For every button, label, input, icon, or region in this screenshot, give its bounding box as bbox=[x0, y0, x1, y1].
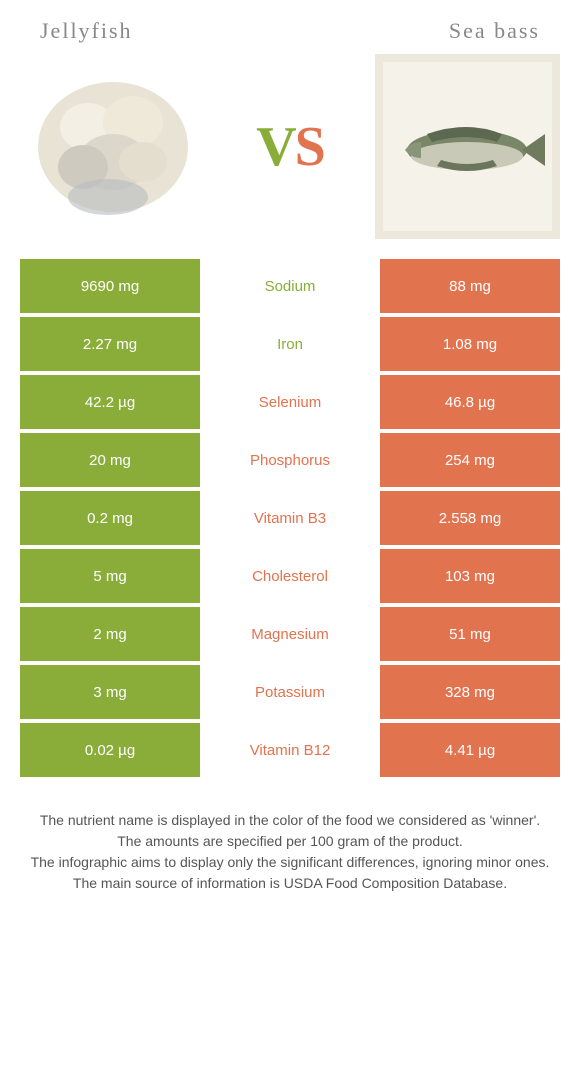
left-value: 0.02 µg bbox=[20, 723, 200, 777]
right-value: 4.41 µg bbox=[380, 723, 560, 777]
footnote-line: The infographic aims to display only the… bbox=[24, 853, 556, 872]
vs-letter-s: S bbox=[295, 115, 324, 179]
left-value: 3 mg bbox=[20, 665, 200, 719]
table-row: 2.27 mgIron1.08 mg bbox=[20, 317, 560, 371]
right-value: 88 mg bbox=[380, 259, 560, 313]
nutrient-label: Phosphorus bbox=[200, 433, 380, 487]
table-row: 3 mgPotassium328 mg bbox=[20, 665, 560, 719]
jellyfish-image bbox=[20, 54, 205, 239]
table-row: 0.2 mgVitamin B32.558 mg bbox=[20, 491, 560, 545]
footnote-line: The amounts are specified per 100 gram o… bbox=[24, 832, 556, 851]
images-row: VS bbox=[0, 54, 580, 259]
table-row: 42.2 µgSelenium46.8 µg bbox=[20, 375, 560, 429]
right-value: 1.08 mg bbox=[380, 317, 560, 371]
nutrient-label: Vitamin B3 bbox=[200, 491, 380, 545]
left-food-title: Jellyfish bbox=[40, 18, 133, 44]
right-value: 254 mg bbox=[380, 433, 560, 487]
nutrient-label: Magnesium bbox=[200, 607, 380, 661]
left-value: 5 mg bbox=[20, 549, 200, 603]
left-value: 2.27 mg bbox=[20, 317, 200, 371]
footnote-line: The main source of information is USDA F… bbox=[24, 874, 556, 893]
left-value: 42.2 µg bbox=[20, 375, 200, 429]
left-value: 2 mg bbox=[20, 607, 200, 661]
table-row: 5 mgCholesterol103 mg bbox=[20, 549, 560, 603]
nutrient-label: Cholesterol bbox=[200, 549, 380, 603]
table-row: 2 mgMagnesium51 mg bbox=[20, 607, 560, 661]
right-value: 2.558 mg bbox=[380, 491, 560, 545]
nutrient-label: Potassium bbox=[200, 665, 380, 719]
left-value: 20 mg bbox=[20, 433, 200, 487]
nutrient-label: Selenium bbox=[200, 375, 380, 429]
nutrient-label: Vitamin B12 bbox=[200, 723, 380, 777]
right-value: 46.8 µg bbox=[380, 375, 560, 429]
table-row: 0.02 µgVitamin B124.41 µg bbox=[20, 723, 560, 777]
right-food-title: Sea bass bbox=[449, 18, 540, 44]
footnotes: The nutrient name is displayed in the co… bbox=[0, 781, 580, 893]
nutrient-table: 9690 mgSodium88 mg2.27 mgIron1.08 mg42.2… bbox=[0, 259, 580, 777]
right-value: 328 mg bbox=[380, 665, 560, 719]
seabass-image bbox=[375, 54, 560, 239]
right-value: 103 mg bbox=[380, 549, 560, 603]
header: Jellyfish Sea bass bbox=[0, 0, 580, 54]
left-value: 0.2 mg bbox=[20, 491, 200, 545]
vs-letter-v: V bbox=[256, 115, 294, 179]
table-row: 20 mgPhosphorus254 mg bbox=[20, 433, 560, 487]
vs-badge: VS bbox=[256, 115, 324, 179]
left-value: 9690 mg bbox=[20, 259, 200, 313]
right-value: 51 mg bbox=[380, 607, 560, 661]
table-row: 9690 mgSodium88 mg bbox=[20, 259, 560, 313]
nutrient-label: Sodium bbox=[200, 259, 380, 313]
nutrient-label: Iron bbox=[200, 317, 380, 371]
footnote-line: The nutrient name is displayed in the co… bbox=[24, 811, 556, 830]
